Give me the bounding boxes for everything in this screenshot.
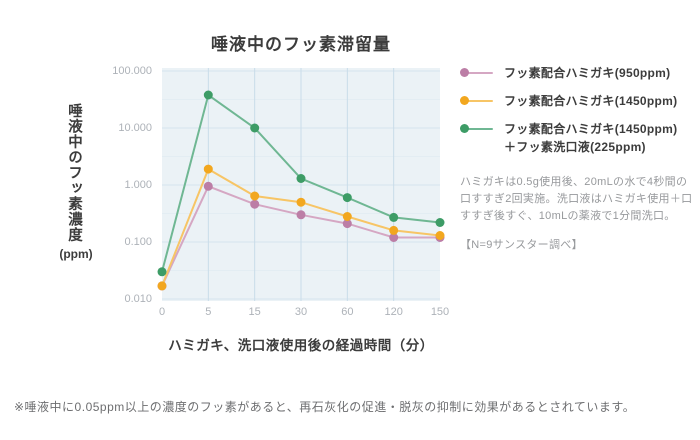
legend-label: フッ素配合ハミガキ(950ppm) [504,66,671,80]
method-note: ハミガキは0.5g使用後、20mLの水で4秒間の口すすぎ2回実施。洗口液はハミガ… [460,176,693,222]
sample-size-note: 【N=9サンスター調べ】 [460,239,583,251]
x-tick-label: 120 [384,306,403,318]
x-tick-label: 0 [158,306,166,318]
data-point [157,267,167,277]
data-point [250,191,260,201]
data-point [250,123,260,133]
plot-area [157,68,445,301]
data-point [435,231,445,240]
data-point [435,218,445,227]
data-point [203,90,213,100]
x-tick-label: 15 [248,306,261,318]
legend-dot-line-icon [460,120,493,138]
data-point [157,281,167,291]
legend-item: フッ素配合ハミガキ(1450ppm) [460,92,677,110]
chart-legend: フッ素配合ハミガキ(950ppm) フッ素配合ハミガキ(1450ppm) フッ素配合… [460,64,677,166]
data-point [342,212,352,221]
data-point [203,181,213,191]
legend-dot-line-icon [460,64,493,82]
y-tick-label: 10.000 [118,122,152,134]
y-tick-label: 0.100 [124,236,152,248]
legend-label: フッ素配合ハミガキ(1450ppm) ＋フッ素洗口液(225ppm) [504,122,678,154]
data-point [389,233,399,242]
data-point [389,225,399,235]
y-tick-label: 1.000 [124,179,152,191]
legend-label: フッ素配合ハミガキ(1450ppm) [504,94,678,108]
legend-item: フッ素配合ハミガキ(1450ppm) ＋フッ素洗口液(225ppm) [460,120,677,156]
y-tick-label: 0.010 [124,293,152,305]
x-axis-title: ハミガキ、洗口液使用後の経過時間（分） [168,338,434,353]
x-tick-label: 150 [430,306,450,318]
data-point [296,174,306,183]
data-point [342,193,352,203]
line-chart [157,68,445,301]
y-tick-label: 100.000 [112,65,152,77]
footnote: ※唾液中に0.05ppm以上の濃度のフッ素があると、再石灰化の促進・脱灰の抑制に… [14,400,636,414]
chart-title: 唾液中のフッ素滞留量 [211,35,391,54]
data-point [389,212,399,222]
legend-dot-line-icon [460,92,493,110]
data-point [296,197,306,207]
legend-item: フッ素配合ハミガキ(950ppm) [460,64,677,82]
y-axis-title: 唾液中のフッ素濃度 [66,103,82,243]
y-axis-unit: (ppm) [59,247,93,261]
x-tick-label: 30 [294,306,308,318]
data-point [296,210,306,220]
data-point [342,219,352,229]
data-point [250,199,260,209]
x-tick-label: 5 [205,306,212,318]
x-tick-label: 60 [341,306,354,318]
data-point [203,164,213,174]
